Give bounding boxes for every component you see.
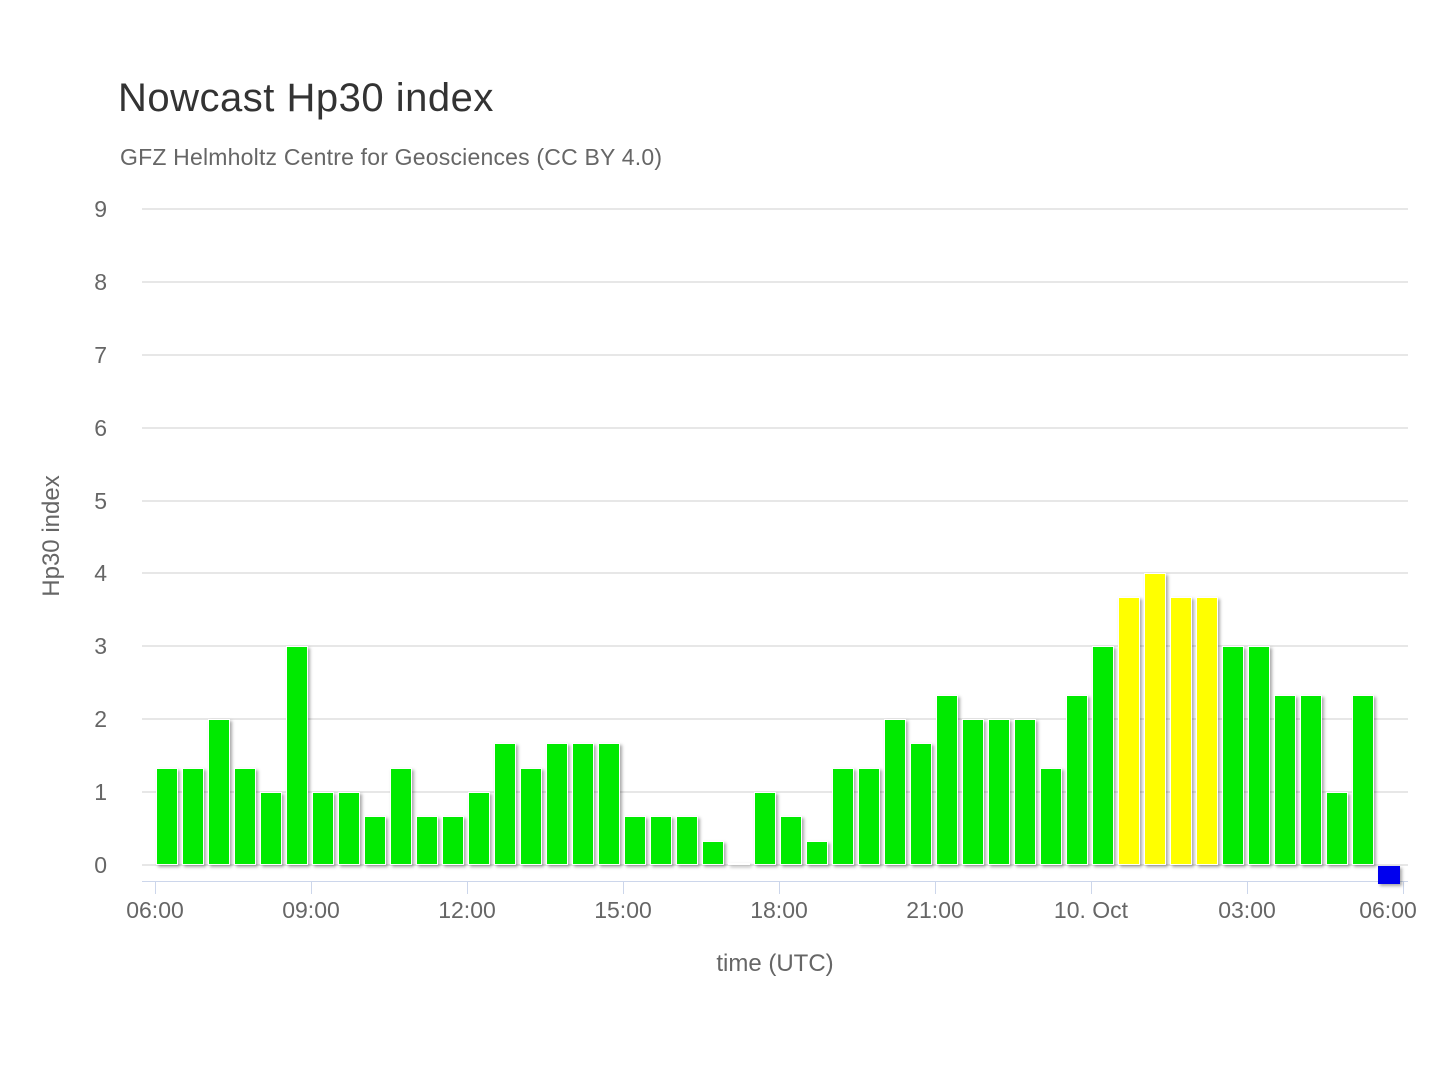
hp30-bar-0100[interactable] bbox=[1144, 573, 1166, 865]
x-axis-line bbox=[142, 881, 1408, 882]
hp30-bar-0230[interactable] bbox=[1222, 646, 1244, 865]
hp30-bar-0730[interactable] bbox=[234, 768, 256, 865]
hp30-bar-1700[interactable] bbox=[728, 863, 750, 865]
y-tick-label-7: 7 bbox=[94, 341, 107, 368]
hp30-bar-1730[interactable] bbox=[754, 792, 776, 865]
chart-title: Nowcast Hp30 index bbox=[118, 76, 494, 120]
x-axis-title: time (UTC) bbox=[716, 950, 834, 977]
x-tick-label-3: 15:00 bbox=[594, 897, 652, 923]
hp30-bar-1830[interactable] bbox=[806, 841, 828, 865]
x-tick-label-7: 03:00 bbox=[1218, 897, 1276, 923]
x-tick-2 bbox=[467, 882, 468, 894]
latest-value-marker[interactable] bbox=[1378, 866, 1400, 884]
gridline-y-0 bbox=[142, 864, 1408, 866]
hp30-bar-0700[interactable] bbox=[208, 719, 230, 865]
hp30-bar-1630[interactable] bbox=[702, 841, 724, 865]
y-tick-label-6: 6 bbox=[94, 414, 107, 441]
hp30-bar-0630[interactable] bbox=[182, 768, 204, 865]
x-tick-label-2: 12:00 bbox=[438, 897, 496, 923]
hp30-bar-1030[interactable] bbox=[390, 768, 412, 865]
plot-area bbox=[142, 208, 1408, 894]
x-tick-label-5: 21:00 bbox=[906, 897, 964, 923]
gridline-y-5 bbox=[142, 499, 1408, 502]
gridline-y-7 bbox=[142, 353, 1408, 356]
hp30-bar-2300[interactable] bbox=[1040, 768, 1062, 865]
hp30-bar-1300[interactable] bbox=[520, 768, 542, 865]
hp30-bar-1000[interactable] bbox=[364, 816, 386, 865]
hp30-bar-1500[interactable] bbox=[624, 816, 646, 865]
x-tick-5 bbox=[935, 882, 936, 894]
hp30-bar-0300[interactable] bbox=[1248, 646, 1270, 865]
x-tick-label-1: 09:00 bbox=[282, 897, 340, 923]
y-tick-label-9: 9 bbox=[94, 196, 107, 222]
hp30-bar-1430[interactable] bbox=[598, 743, 620, 865]
y-tick-label-4: 4 bbox=[94, 560, 107, 587]
hp30-bar-1130[interactable] bbox=[442, 816, 464, 865]
x-tick-8 bbox=[1403, 882, 1404, 894]
hp30-bar-2330[interactable] bbox=[1066, 695, 1088, 865]
hp30-bar-1600[interactable] bbox=[676, 816, 698, 865]
hp30-bar-0830[interactable] bbox=[286, 646, 308, 865]
y-tick-label-0: 0 bbox=[94, 852, 107, 878]
x-tick-4 bbox=[779, 882, 780, 894]
hp30-bar-1330[interactable] bbox=[546, 743, 568, 865]
y-tick-label-5: 5 bbox=[94, 487, 107, 514]
x-tick-label-0: 06:00 bbox=[126, 897, 184, 923]
hp30-bar-2000[interactable] bbox=[884, 719, 906, 865]
hp30-bar-1400[interactable] bbox=[572, 743, 594, 865]
y-tick-label-2: 2 bbox=[94, 706, 107, 733]
hp30-bar-0800[interactable] bbox=[260, 792, 282, 865]
hp30-bar-0430[interactable] bbox=[1326, 792, 1348, 865]
gridline-y-9 bbox=[142, 208, 1408, 210]
x-tick-7 bbox=[1247, 882, 1248, 894]
gridline-y-8 bbox=[142, 280, 1408, 283]
hp30-bar-1200[interactable] bbox=[468, 792, 490, 865]
hp30-bar-0900[interactable] bbox=[312, 792, 334, 865]
x-tick-label-6: 10. Oct bbox=[1053, 897, 1129, 923]
x-tick-6 bbox=[1091, 882, 1092, 894]
hp30-bar-1900[interactable] bbox=[832, 768, 854, 865]
hp30-bar-0500[interactable] bbox=[1352, 695, 1374, 865]
hp30-bar-0930[interactable] bbox=[338, 792, 360, 865]
y-tick-label-3: 3 bbox=[94, 633, 107, 660]
hp30-bar-1530[interactable] bbox=[650, 816, 672, 865]
hp30-bar-1800[interactable] bbox=[780, 816, 802, 865]
hp30-bar-1230[interactable] bbox=[494, 743, 516, 865]
y-tick-label-8: 8 bbox=[94, 268, 107, 295]
x-tick-0 bbox=[155, 882, 156, 894]
chart-subtitle: GFZ Helmholtz Centre for Geosciences (CC… bbox=[120, 144, 663, 170]
gridline-y-6 bbox=[142, 426, 1408, 429]
hp30-bar-0400[interactable] bbox=[1300, 695, 1322, 865]
hp30-bar-0600[interactable] bbox=[156, 768, 178, 865]
hp30-bar-1930[interactable] bbox=[858, 768, 880, 865]
hp30-bar-2200[interactable] bbox=[988, 719, 1010, 865]
hp30-bar-0130[interactable] bbox=[1170, 597, 1192, 865]
gridline-y-2 bbox=[142, 718, 1408, 721]
hp30-bar-2030[interactable] bbox=[910, 743, 932, 865]
x-tick-3 bbox=[623, 882, 624, 894]
y-tick-label-1: 1 bbox=[94, 779, 107, 806]
hp30-bar-2130[interactable] bbox=[962, 719, 984, 865]
hp30-bar-1100[interactable] bbox=[416, 816, 438, 865]
y-axis-title: Hp30 index bbox=[38, 475, 65, 597]
hp30-bar-0030[interactable] bbox=[1118, 597, 1140, 865]
gridline-y-3 bbox=[142, 645, 1408, 648]
hp30-bar-0330[interactable] bbox=[1274, 695, 1296, 865]
x-tick-1 bbox=[311, 882, 312, 894]
hp30-bar-2230[interactable] bbox=[1014, 719, 1036, 865]
gridline-y-4 bbox=[142, 572, 1408, 575]
hp30-bar-2100[interactable] bbox=[936, 695, 958, 865]
x-tick-label-4: 18:00 bbox=[750, 897, 808, 923]
hp30-bar-0000[interactable] bbox=[1092, 646, 1114, 865]
x-tick-label-8: 06:00 bbox=[1359, 897, 1417, 923]
hp30-bar-0200[interactable] bbox=[1196, 597, 1218, 865]
